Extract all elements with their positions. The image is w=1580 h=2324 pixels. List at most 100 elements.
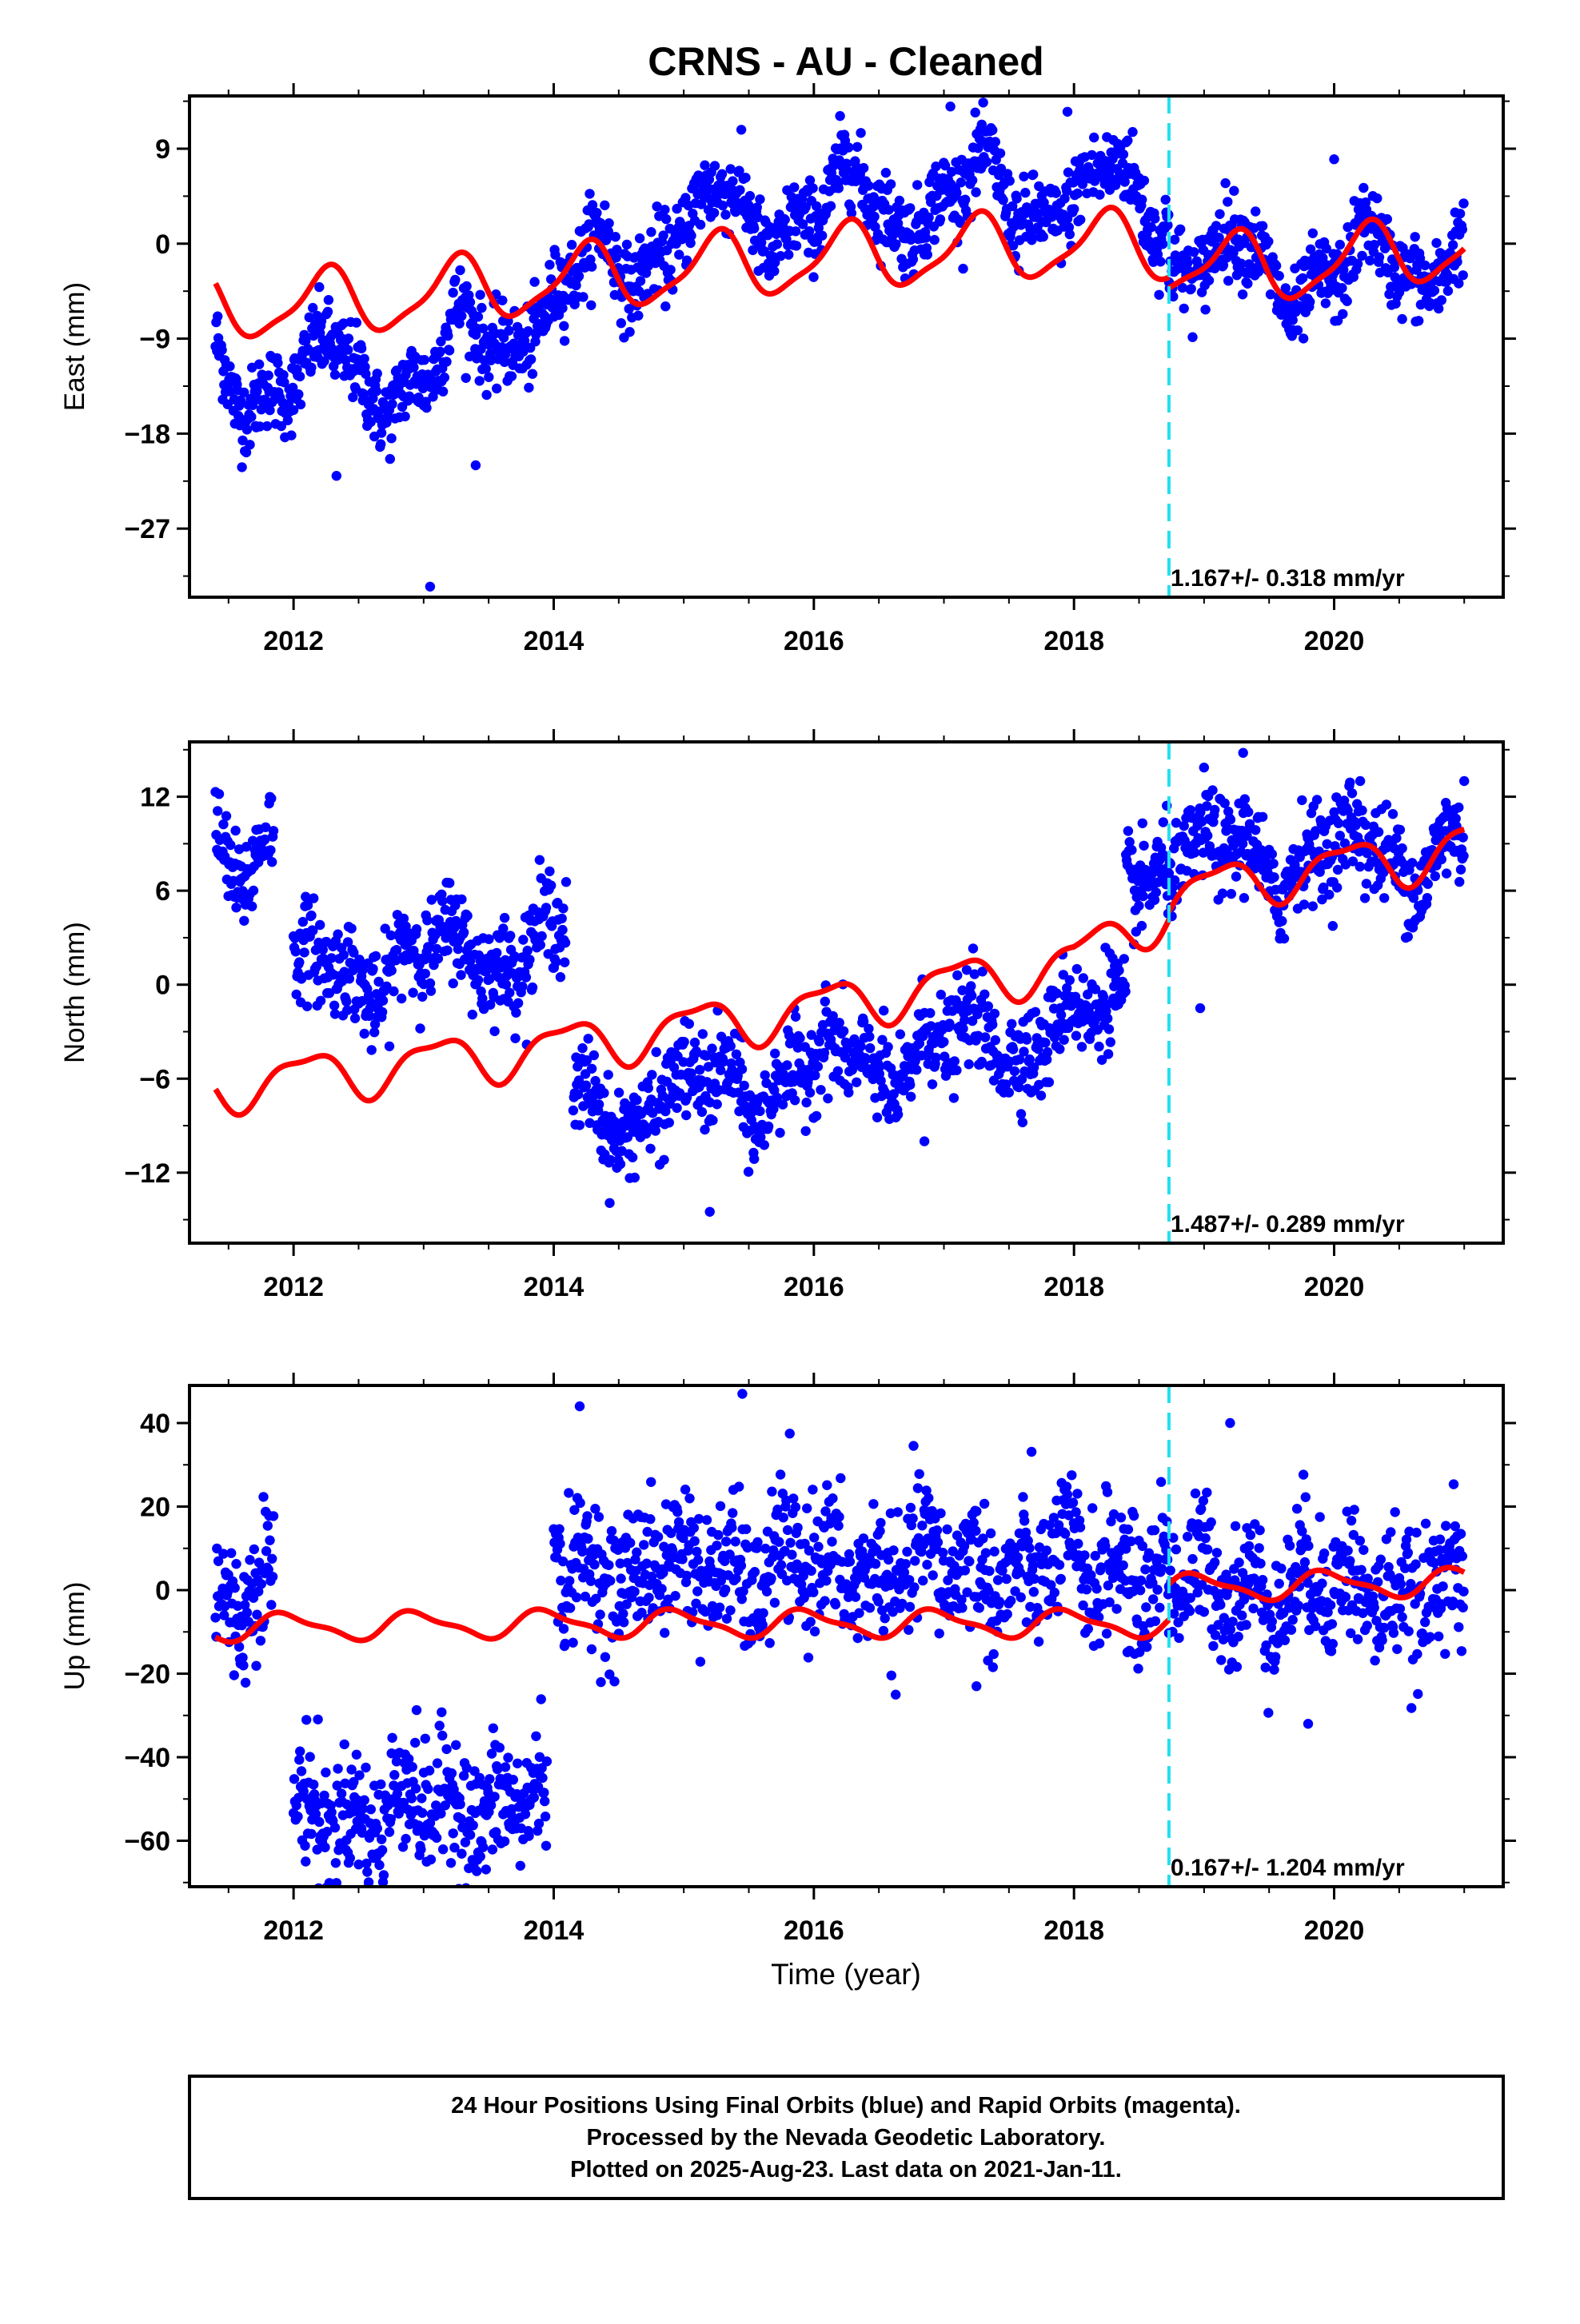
data-point (1031, 1007, 1040, 1017)
data-point (810, 1627, 820, 1636)
data-point (988, 126, 997, 135)
data-point (400, 412, 409, 421)
data-point (672, 1103, 681, 1113)
data-point (991, 1035, 1000, 1045)
data-point (770, 1598, 780, 1608)
data-point (575, 1120, 585, 1130)
data-point (1087, 1503, 1097, 1513)
data-point (473, 975, 483, 985)
y-tick-label: 9 (155, 134, 170, 165)
data-point (1174, 1633, 1183, 1643)
data-point (822, 1481, 832, 1490)
data-point (1011, 193, 1021, 203)
data-point (680, 1485, 690, 1494)
data-point (1016, 1109, 1026, 1118)
data-point (725, 1605, 735, 1615)
data-point (833, 1066, 843, 1076)
data-point (1063, 1489, 1072, 1499)
data-point (1005, 176, 1015, 185)
data-point (1072, 1489, 1082, 1498)
data-point (1059, 1035, 1069, 1045)
data-point (341, 997, 351, 1007)
data-point (616, 1573, 625, 1583)
data-point (256, 1636, 265, 1645)
x-tick-label: 2018 (1043, 1272, 1104, 1302)
data-point (644, 1593, 653, 1602)
data-point (1343, 297, 1352, 306)
data-point (1268, 859, 1278, 868)
data-point (1156, 1477, 1166, 1487)
data-point (639, 1540, 648, 1549)
data-point (246, 412, 256, 421)
outlier-point (1239, 748, 1248, 758)
data-point (238, 1660, 248, 1670)
y-tick-label: 0 (155, 229, 170, 260)
data-point (572, 1593, 581, 1602)
data-point (984, 1566, 994, 1576)
data-point (1060, 1529, 1070, 1538)
data-point (660, 1628, 669, 1637)
data-point (990, 1009, 999, 1018)
data-point (525, 955, 534, 964)
data-point (721, 1537, 731, 1546)
data-point (912, 180, 922, 189)
data-point (438, 1844, 448, 1854)
north-y-axis-label: North (mm) (59, 922, 90, 1063)
data-point (214, 789, 224, 799)
data-point (629, 1587, 639, 1597)
data-point (1138, 819, 1147, 828)
data-point (769, 266, 779, 276)
data-point (435, 1720, 445, 1730)
data-point (266, 794, 276, 803)
data-point (908, 1441, 918, 1450)
data-point (407, 1793, 417, 1803)
data-point (266, 1600, 276, 1609)
data-point (389, 987, 398, 996)
data-point (808, 1485, 817, 1494)
data-point (1382, 214, 1392, 224)
data-point (1223, 197, 1232, 206)
x-tick-label: 2016 (784, 1272, 844, 1302)
data-point (1019, 172, 1028, 181)
data-point (720, 1585, 730, 1594)
data-point (226, 1549, 236, 1558)
data-point (443, 331, 453, 341)
data-point (884, 1555, 893, 1565)
data-point (712, 1541, 721, 1550)
data-point (461, 281, 471, 291)
data-point (1151, 887, 1161, 897)
data-point (693, 1555, 703, 1565)
data-point (958, 264, 968, 273)
data-point (1123, 826, 1133, 835)
data-point (1071, 1030, 1081, 1040)
data-point (245, 1555, 254, 1565)
data-point (423, 1784, 433, 1794)
data-point (1004, 1087, 1014, 1097)
data-point (1379, 893, 1389, 903)
data-point (785, 1538, 795, 1548)
data-point (788, 1493, 798, 1503)
data-point (551, 957, 561, 967)
data-point (851, 1592, 860, 1601)
data-point (230, 826, 240, 835)
data-point (249, 886, 258, 895)
data-point (554, 1525, 564, 1534)
data-point (647, 1070, 656, 1079)
data-point (421, 969, 430, 979)
data-point (557, 303, 567, 313)
data-point (1075, 215, 1085, 225)
data-point (531, 1732, 541, 1741)
data-point (906, 1092, 916, 1102)
data-point (465, 1830, 475, 1840)
data-point (758, 1608, 768, 1618)
data-point (242, 425, 252, 434)
data-point (1203, 831, 1212, 840)
data-point (412, 924, 421, 934)
data-point (632, 1548, 641, 1557)
data-point (905, 203, 915, 213)
data-point (465, 297, 475, 307)
data-point (1039, 232, 1048, 241)
data-point (401, 1834, 410, 1844)
data-point (1397, 843, 1406, 853)
